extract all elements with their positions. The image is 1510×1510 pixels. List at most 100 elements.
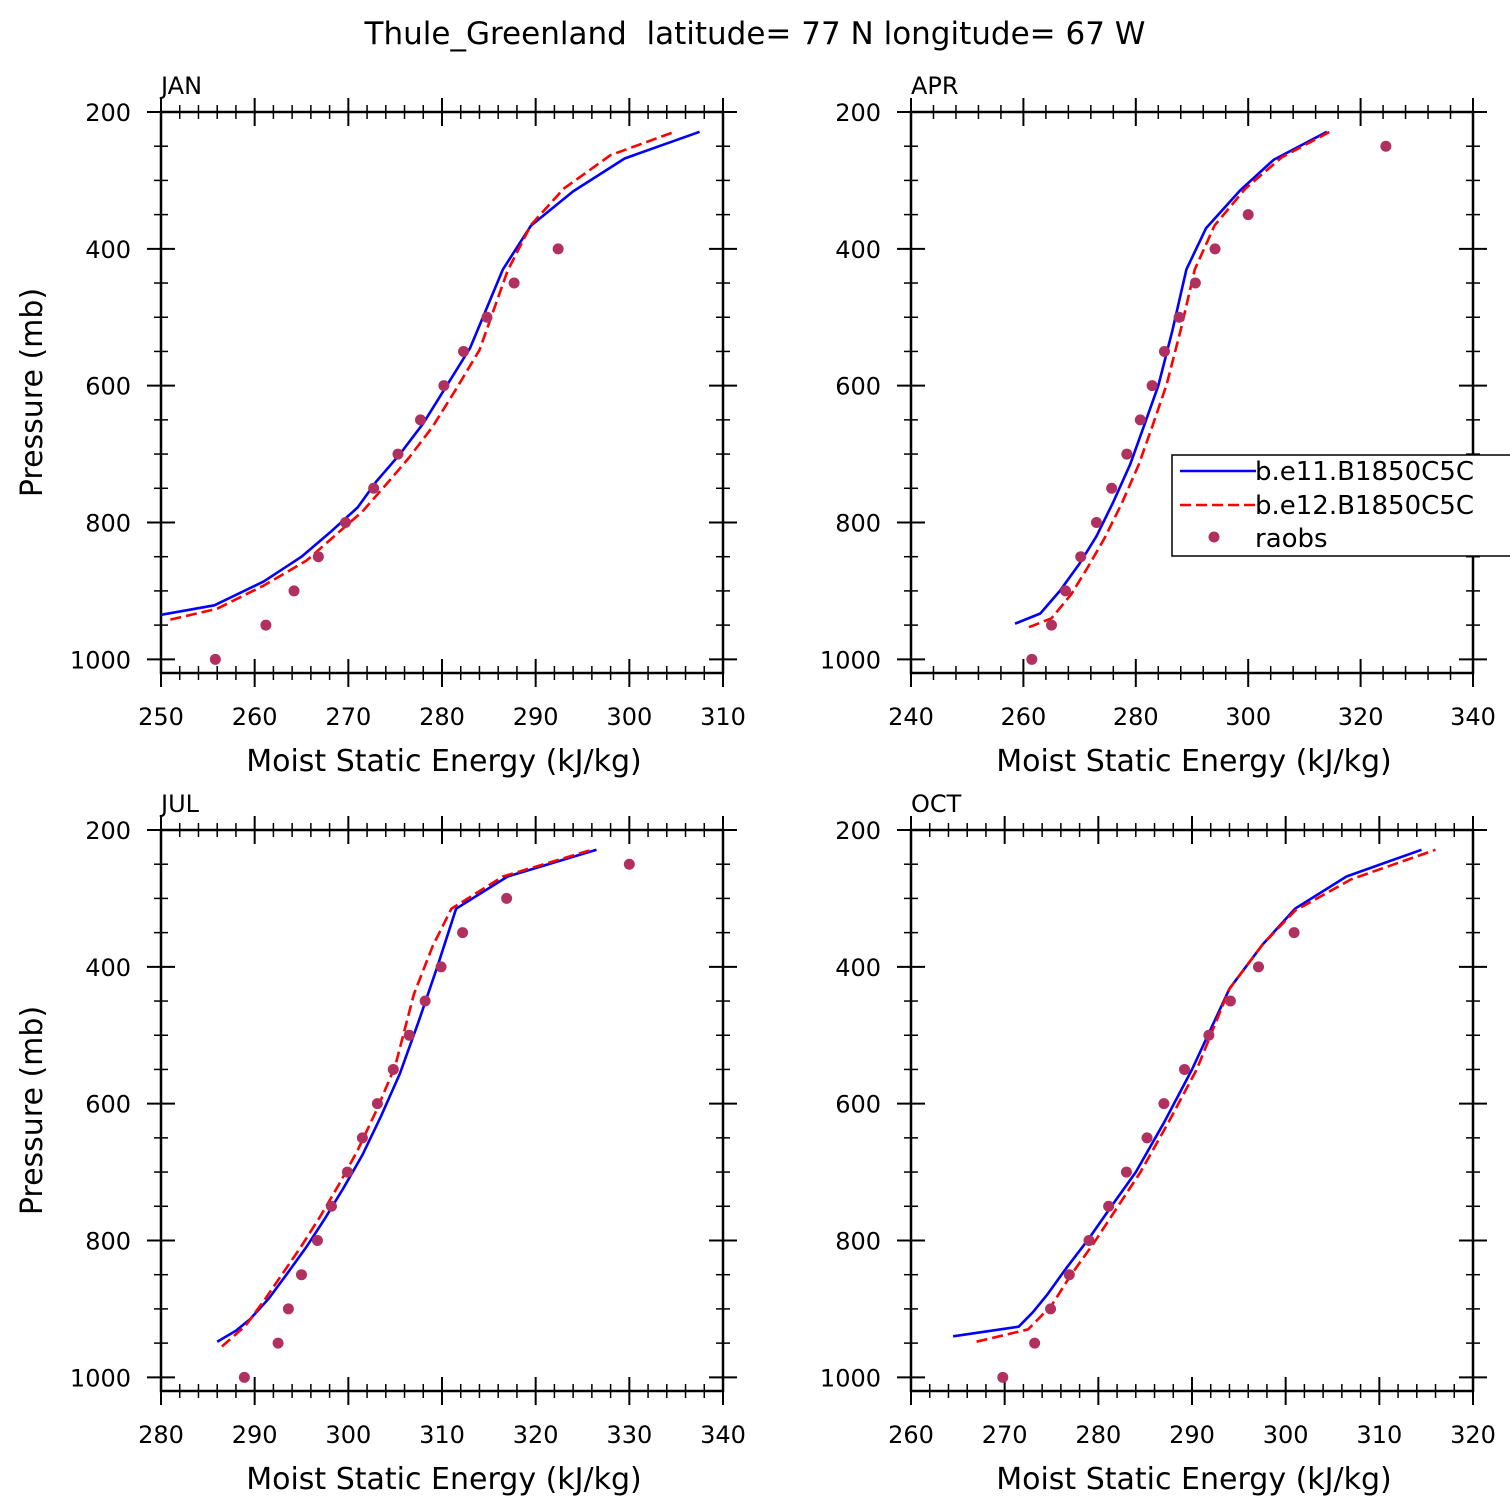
- series-group-jul: [216, 848, 597, 1348]
- figure-title: Thule_Greenland latitude= 77 N longitude…: [364, 16, 1146, 52]
- raobs-point-apr: [1090, 516, 1102, 528]
- raobs-point-jul: [501, 892, 513, 904]
- legend-label-b-e11-b1850c5c: b.e11.B1850C5C: [1255, 457, 1474, 487]
- raobs-point-apr: [1158, 345, 1170, 357]
- panel-oct: OCT 260 270 280 290 300 310 320 200 400 600 800 1000…: [820, 790, 1496, 1497]
- series-group-jan: [161, 129, 701, 621]
- y-tick-label-oct: 200: [835, 817, 881, 845]
- raobs-point-jan: [260, 619, 272, 631]
- x-axis-label-jan: Moist Static Energy (kJ/kg): [246, 744, 642, 779]
- raobs-point-jul: [311, 1234, 323, 1246]
- raobs-point-jan: [340, 516, 352, 528]
- x-tick-label-jul: 320: [513, 1421, 559, 1449]
- panels: JAN 250 260 270 280 290 300 310 200 400 600 800 1000…: [15, 72, 1496, 1497]
- raobs-point-apr: [1173, 311, 1185, 323]
- raobs-point-oct: [1045, 1303, 1057, 1315]
- panel-title-jan: JAN: [159, 72, 202, 100]
- raobs-point-jan: [288, 585, 300, 597]
- x-tick-label-jul: 310: [419, 1421, 465, 1449]
- x-tick-label-oct: 320: [1450, 1421, 1496, 1449]
- plot-frame-jul: [159, 828, 725, 1393]
- raobs-point-jan: [438, 380, 450, 392]
- x-axis-label-jul: Moist Static Energy (kJ/kg): [246, 1462, 642, 1497]
- x-tick-label-jan: 250: [138, 703, 184, 731]
- raobs-point-jan: [481, 311, 493, 323]
- y-axis-label-jul: Pressure (mb): [15, 1006, 50, 1215]
- y-tick-label-jan: 600: [85, 373, 131, 401]
- x-tick-label-jul: 340: [700, 1421, 746, 1449]
- raobs-point-oct: [1083, 1234, 1095, 1246]
- y-tick-label-jul: 400: [85, 954, 131, 982]
- raobs-point-jan: [508, 277, 520, 289]
- raobs-point-apr: [1209, 243, 1221, 255]
- x-tick-label-jul: 330: [606, 1421, 652, 1449]
- raobs-point-oct: [1253, 961, 1265, 973]
- y-tick-label-oct: 800: [835, 1227, 881, 1255]
- raobs-point-oct: [1063, 1269, 1075, 1281]
- raobs-point-jul: [403, 1029, 415, 1041]
- x-tick-label-oct: 270: [982, 1421, 1028, 1449]
- x-tick-label-jul: 290: [232, 1421, 278, 1449]
- raobs-point-oct: [1288, 927, 1300, 939]
- x-tick-label-jan: 260: [232, 703, 278, 731]
- raobs-point-apr: [1026, 653, 1038, 665]
- raobs-point-jan: [392, 448, 404, 460]
- x-tick-label-apr: 340: [1450, 703, 1496, 731]
- raobs-point-jan: [552, 243, 564, 255]
- x-axis-label-oct: Moist Static Energy (kJ/kg): [996, 1462, 1392, 1497]
- raobs-point-apr: [1146, 380, 1158, 392]
- ticks-oct: [897, 816, 1487, 1405]
- x-tick-label-apr: 280: [1113, 703, 1159, 731]
- series-line-e12-apr: [1028, 130, 1331, 629]
- raobs-point-jul: [435, 961, 447, 973]
- y-tick-label-jul: 600: [85, 1091, 131, 1119]
- raobs-point-jul: [325, 1200, 337, 1212]
- x-tick-label-apr: 300: [1225, 703, 1271, 731]
- raobs-point-jul: [387, 1063, 399, 1075]
- raobs-point-apr: [1060, 585, 1072, 597]
- raobs-point-apr: [1242, 209, 1254, 221]
- x-tick-label-oct: 310: [1356, 1421, 1402, 1449]
- y-tick-label-jan: 400: [85, 236, 131, 264]
- legend-swatch-raobs: [1208, 531, 1220, 543]
- x-tick-label-jan: 300: [606, 703, 652, 731]
- raobs-point-jul: [371, 1098, 383, 1110]
- plot-frame-oct: [909, 828, 1475, 1393]
- raobs-point-jul: [272, 1337, 284, 1349]
- raobs-point-oct: [1029, 1337, 1041, 1349]
- x-tick-label-jan: 310: [700, 703, 746, 731]
- raobs-point-oct: [1203, 1029, 1215, 1041]
- raobs-point-apr: [1075, 551, 1087, 563]
- raobs-point-apr: [1189, 277, 1201, 289]
- y-tick-label-jan: 200: [85, 99, 131, 127]
- x-tick-label-oct: 260: [888, 1421, 934, 1449]
- raobs-point-apr: [1121, 448, 1133, 460]
- x-tick-label-jan: 280: [419, 703, 465, 731]
- series-line-e11-jan: [161, 130, 701, 617]
- raobs-point-oct: [1158, 1098, 1170, 1110]
- x-tick-label-apr: 240: [888, 703, 934, 731]
- raobs-point-oct: [1120, 1166, 1132, 1178]
- raobs-point-jul: [296, 1269, 307, 1281]
- y-tick-label-oct: 1000: [820, 1364, 881, 1392]
- series-group-apr: [1014, 130, 1331, 629]
- y-tick-label-apr: 600: [835, 373, 881, 401]
- y-tick-label-apr: 400: [835, 236, 881, 264]
- raobs-point-oct: [1179, 1063, 1191, 1075]
- panel-title-jul: JUL: [159, 790, 200, 818]
- ticks-apr: [897, 98, 1487, 687]
- ticks-jan: [147, 98, 737, 687]
- x-tick-label-jan: 290: [513, 703, 559, 731]
- x-tick-label-jan: 270: [325, 703, 371, 731]
- x-tick-label-jul: 300: [325, 1421, 371, 1449]
- y-tick-label-jul: 1000: [70, 1364, 131, 1392]
- raobs-point-oct: [1224, 995, 1236, 1007]
- series-line-e12-oct: [976, 848, 1436, 1343]
- panel-apr: APR 240 260 280 300 320 340 200 400 600 800 1000 Moi…: [820, 72, 1496, 779]
- series-line-e11-apr: [1014, 130, 1328, 625]
- raobs-point-jul: [238, 1371, 250, 1383]
- x-tick-label-apr: 260: [1000, 703, 1046, 731]
- raobs-point-apr: [1046, 619, 1057, 631]
